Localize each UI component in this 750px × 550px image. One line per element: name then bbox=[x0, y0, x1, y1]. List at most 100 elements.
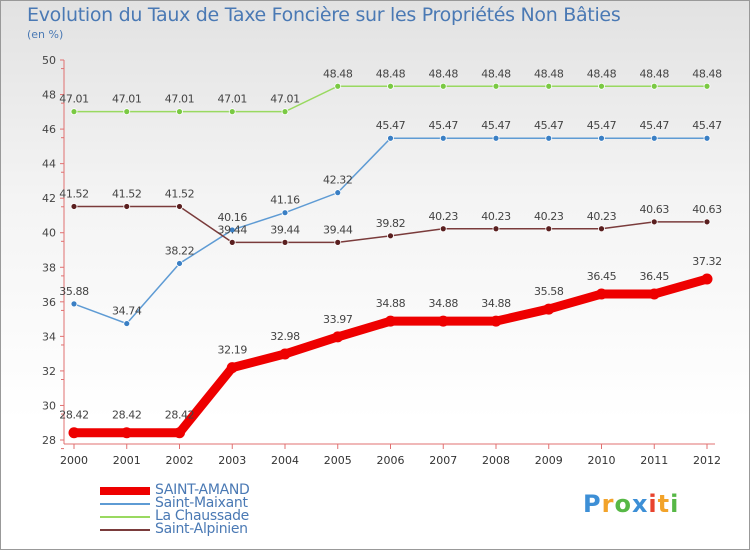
data-label: 40.23 bbox=[534, 210, 564, 223]
legend-label: SAINT-AMAND bbox=[155, 482, 250, 498]
data-label: 47.01 bbox=[218, 93, 248, 106]
x-tick-label: 2012 bbox=[693, 454, 721, 467]
x-tick-label: 2008 bbox=[482, 454, 510, 467]
data-label: 39.82 bbox=[376, 217, 406, 230]
data-point bbox=[490, 315, 502, 327]
data-label: 39.44 bbox=[270, 223, 300, 236]
data-label: 34.88 bbox=[376, 297, 406, 310]
y-tick-label: 28 bbox=[42, 434, 56, 447]
data-label: 40.23 bbox=[481, 210, 511, 223]
data-point bbox=[650, 82, 658, 90]
y-axis-unit: (en %) bbox=[27, 28, 64, 41]
y-tick-label: 44 bbox=[42, 158, 56, 171]
data-label: 32.19 bbox=[218, 344, 248, 357]
data-point bbox=[176, 260, 183, 267]
y-tick-label: 32 bbox=[42, 365, 56, 378]
data-point bbox=[650, 218, 658, 226]
data-point bbox=[281, 108, 289, 116]
data-label: 48.48 bbox=[534, 67, 564, 80]
data-point bbox=[334, 238, 342, 246]
data-point bbox=[332, 331, 344, 343]
data-point bbox=[439, 225, 447, 233]
data-point bbox=[650, 134, 658, 142]
data-label: 37.32 bbox=[692, 255, 722, 268]
legend: SAINT-AMAND Saint-Maixant La Chaussade S… bbox=[100, 482, 360, 537]
data-label: 45.47 bbox=[376, 119, 406, 132]
data-point bbox=[437, 315, 449, 327]
data-label: 48.48 bbox=[640, 67, 670, 80]
data-point bbox=[439, 82, 447, 90]
data-label: 48.48 bbox=[692, 67, 722, 80]
data-point bbox=[70, 108, 78, 116]
data-point bbox=[387, 134, 394, 142]
x-tick-label: 2003 bbox=[218, 454, 246, 467]
data-point bbox=[174, 427, 185, 439]
data-label: 48.48 bbox=[323, 67, 353, 80]
data-point bbox=[545, 134, 553, 142]
data-point bbox=[701, 273, 713, 285]
y-tick-label: 48 bbox=[42, 89, 56, 102]
data-point bbox=[123, 108, 131, 116]
data-point bbox=[703, 218, 711, 226]
data-label: 36.45 bbox=[587, 270, 617, 283]
data-label: 45.47 bbox=[692, 119, 722, 132]
data-label: 48.48 bbox=[429, 67, 459, 80]
data-point bbox=[387, 232, 394, 240]
data-label: 41.52 bbox=[112, 187, 142, 200]
data-label: 34.74 bbox=[112, 305, 142, 318]
data-point bbox=[387, 82, 394, 90]
data-label: 36.45 bbox=[640, 270, 670, 283]
data-point bbox=[598, 82, 605, 90]
proxiti-logo: Proxiti bbox=[583, 490, 679, 518]
data-label: 28.42 bbox=[165, 409, 195, 422]
data-label: 40.16 bbox=[218, 211, 248, 224]
data-label: 40.23 bbox=[587, 210, 617, 223]
data-label: 45.47 bbox=[534, 119, 564, 132]
data-point bbox=[228, 226, 236, 234]
data-point bbox=[123, 203, 131, 210]
legend-swatch bbox=[100, 516, 150, 518]
x-tick-label: 2002 bbox=[166, 454, 194, 467]
x-tick-label: 2006 bbox=[377, 454, 405, 467]
legend-label: Saint-Maixant bbox=[155, 495, 248, 511]
data-point bbox=[492, 225, 500, 233]
data-point bbox=[281, 238, 289, 246]
data-point bbox=[492, 134, 500, 142]
data-point bbox=[281, 209, 289, 217]
data-point bbox=[545, 225, 553, 233]
data-point bbox=[68, 427, 80, 439]
legend-item-saint-maixant: Saint-Maixant bbox=[100, 495, 360, 511]
data-point bbox=[703, 134, 711, 142]
data-label: 38.22 bbox=[165, 244, 195, 257]
y-tick-label: 36 bbox=[42, 296, 56, 309]
data-point bbox=[334, 189, 342, 197]
data-label: 40.63 bbox=[640, 203, 670, 216]
logo-letter: r bbox=[601, 490, 615, 518]
x-tick-label: 2004 bbox=[271, 454, 299, 467]
data-label: 40.63 bbox=[692, 203, 722, 216]
x-tick-label: 2001 bbox=[113, 454, 141, 467]
x-tick-label: 2005 bbox=[324, 454, 352, 467]
data-point bbox=[492, 82, 500, 90]
y-tick-label: 38 bbox=[42, 261, 56, 274]
data-point bbox=[545, 82, 553, 90]
data-label: 35.88 bbox=[59, 285, 89, 298]
legend-item-saint-amand: SAINT-AMAND bbox=[100, 482, 360, 498]
data-label: 45.47 bbox=[587, 119, 617, 132]
data-label: 28.42 bbox=[112, 409, 142, 422]
logo-letter: o bbox=[614, 490, 632, 518]
data-label: 47.01 bbox=[165, 93, 195, 106]
data-point bbox=[121, 427, 133, 439]
data-label: 41.52 bbox=[165, 187, 195, 200]
logo-letter: t bbox=[657, 490, 671, 518]
x-tick-label: 2007 bbox=[429, 454, 457, 467]
data-point bbox=[70, 300, 78, 308]
legend-item-saint-alpinien: Saint-Alpinien bbox=[100, 521, 360, 537]
data-point bbox=[598, 225, 605, 233]
data-point bbox=[228, 238, 236, 246]
data-point bbox=[385, 315, 396, 327]
chart-title: Evolution du Taux de Taxe Foncière sur l… bbox=[27, 4, 621, 26]
data-point bbox=[226, 362, 238, 374]
logo-letter: P bbox=[583, 490, 602, 518]
